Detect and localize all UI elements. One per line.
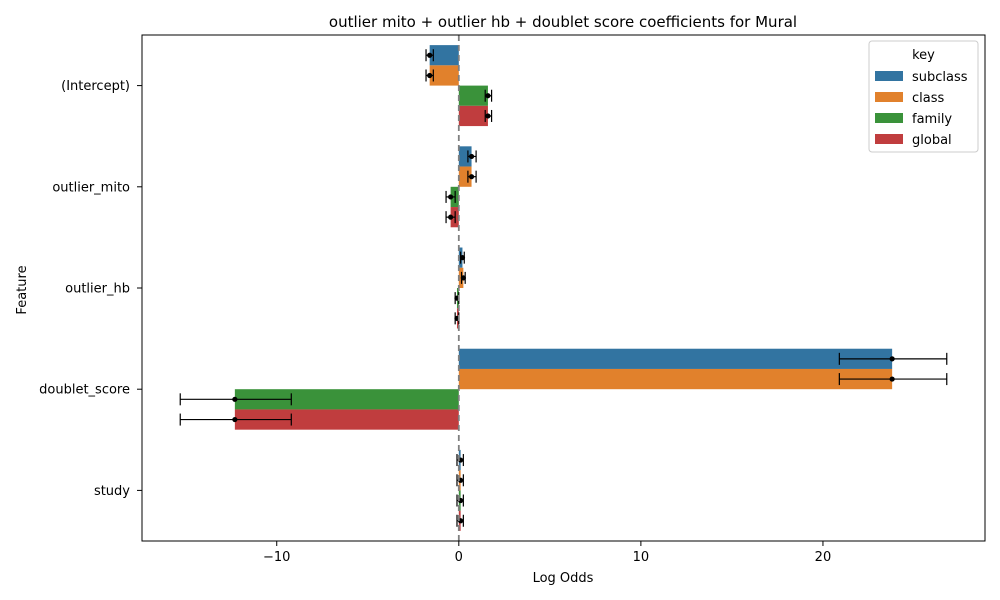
legend-frame [868, 40, 979, 153]
y-tick-label-4: study [94, 484, 130, 499]
legend-swatch-class [875, 92, 903, 102]
point-class-2 [460, 275, 466, 281]
legend-label-subclass: subclass [912, 70, 968, 85]
point-subclass-3 [889, 356, 895, 362]
point-global-1 [448, 214, 454, 220]
y-tick-label-3: doublet_score [39, 383, 130, 398]
y-axis-label: Feature [15, 265, 30, 314]
point-family-1 [448, 194, 454, 200]
point-family-3 [232, 396, 238, 402]
point-class-0 [427, 72, 433, 79]
legend-swatch-subclass [875, 71, 903, 81]
y-tick-label-0: (Intercept) [61, 79, 130, 94]
point-class-1 [468, 174, 475, 180]
x-tick-label-2: 10 [633, 550, 650, 565]
y-tick-label-1: outlier_mito [52, 180, 130, 195]
legend: key subclass class family global [868, 40, 979, 153]
y-axis: (Intercept) outlier_mito outlier_hbdoublet… [39, 79, 142, 499]
legend-title: key [912, 48, 935, 63]
error-bars-group [179, 49, 948, 527]
y-tick-label-2: outlier_hb [65, 282, 130, 297]
bar-subclass-3 [458, 348, 893, 369]
x-tick-label-3: 20 [815, 550, 832, 565]
point-subclass-0 [427, 52, 433, 58]
point-global-0 [485, 113, 491, 119]
point-class-3 [889, 376, 895, 382]
bar-subclass-0 [429, 45, 459, 66]
bars-group [234, 45, 893, 531]
point-family-0 [485, 93, 491, 99]
bar-class-0 [429, 65, 459, 86]
chart-title: outlier mito + outlier hb + doublet scor… [329, 13, 797, 31]
bar-global-0 [458, 105, 488, 127]
legend-label-class: class [912, 91, 944, 106]
legend-swatch-global [875, 134, 903, 144]
legend-label-family: family [912, 112, 952, 127]
x-tick-label-1: 0 [455, 550, 463, 565]
point-subclass-1 [468, 153, 475, 160]
legend-label-global: global [912, 133, 952, 148]
plot-frame [141, 34, 986, 542]
legend-swatch-family [875, 113, 903, 123]
x-axis-label: Log Odds [533, 571, 594, 586]
x-axis: −10 0 10 20 [263, 541, 831, 565]
bar-class-3 [458, 368, 893, 390]
x-tick-label-0: −10 [263, 550, 290, 565]
point-subclass-2 [459, 255, 466, 261]
point-global-3 [232, 416, 238, 423]
bar-family-0 [458, 85, 488, 106]
